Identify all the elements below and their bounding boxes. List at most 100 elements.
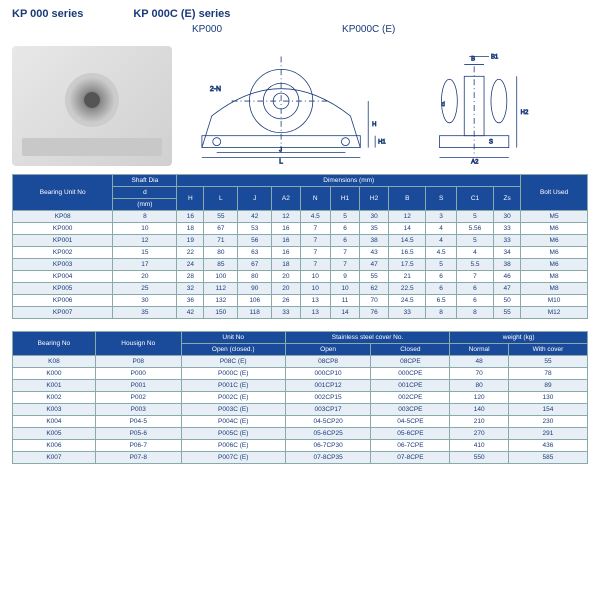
table-row: K006P06-7P006C (E)06-7CP3006-7CPE410436 [13, 440, 588, 452]
cell: 000CP10 [285, 368, 371, 380]
col-mm: (mm) [113, 199, 177, 211]
cell: 07-8CP35 [285, 452, 371, 464]
cell: 34 [494, 247, 521, 259]
cell: 67 [204, 223, 238, 235]
cell: P000C (E) [181, 368, 285, 380]
table-row: KP000101867531676351445.5633M6 [13, 223, 588, 235]
col-H2: H2 [360, 187, 389, 211]
cell: P08 [95, 356, 181, 368]
cell: 6.5 [426, 295, 456, 307]
cell: 35 [360, 223, 389, 235]
cell: 002CP15 [285, 392, 371, 404]
cell: 08CP8 [285, 356, 371, 368]
cell: 71 [204, 235, 238, 247]
subcol: Open (closed.) [181, 344, 285, 356]
table-row: KP0042028100802010955216746M8 [13, 271, 588, 283]
table-row: K08P08P08C (E)08CP808CPE4855 [13, 356, 588, 368]
cell: 47 [494, 283, 521, 295]
cell: 7 [456, 271, 493, 283]
cell: 12 [113, 235, 177, 247]
table-row: KP0031724856718774717.555.538M6 [13, 259, 588, 271]
cell: 85 [204, 259, 238, 271]
cell: 33 [272, 307, 300, 319]
cell: 140 [450, 404, 509, 416]
cell: K007 [13, 452, 96, 464]
cell: 70 [450, 368, 509, 380]
cell: 230 [508, 416, 587, 428]
cell: 5 [456, 211, 493, 223]
cell: 436 [508, 440, 587, 452]
cell: 7 [331, 247, 360, 259]
cell: 5.56 [456, 223, 493, 235]
cell: 7 [300, 247, 330, 259]
cell: 43 [360, 247, 389, 259]
cell: 6 [426, 283, 456, 295]
cell: 106 [238, 295, 272, 307]
svg-text:B1: B1 [491, 54, 499, 60]
cell: 12 [272, 211, 300, 223]
cell: 18 [177, 223, 204, 235]
table-row: KP00630361321062613117024.56.5650M10 [13, 295, 588, 307]
cell: KP000 [13, 223, 113, 235]
subcol: Normal [450, 344, 509, 356]
cell: 17.5 [389, 259, 426, 271]
cell: 25 [113, 283, 177, 295]
cell: 55 [360, 271, 389, 283]
cell: 003CP17 [285, 404, 371, 416]
cell: 10 [113, 223, 177, 235]
cell: 132 [204, 295, 238, 307]
cell: K08 [13, 356, 96, 368]
cell: P002C (E) [181, 392, 285, 404]
cell: 4 [456, 247, 493, 259]
cell: 24 [177, 259, 204, 271]
cell: P07-8 [95, 452, 181, 464]
cell: 4 [426, 235, 456, 247]
cell: 8 [113, 211, 177, 223]
cell: 55 [494, 307, 521, 319]
sub-title-1: KP000 [192, 24, 222, 35]
cell: 55 [508, 356, 587, 368]
cell: 16 [272, 223, 300, 235]
cell: P001 [95, 380, 181, 392]
table-row: KP088165542124.5530123530M5 [13, 211, 588, 223]
cell: 80 [450, 380, 509, 392]
cell: K005 [13, 428, 96, 440]
cell: 80 [238, 271, 272, 283]
table-row: KP0052532112902010106222.56647M8 [13, 283, 588, 295]
cell: K003 [13, 404, 96, 416]
cell: KP004 [13, 271, 113, 283]
cell: 5.5 [456, 259, 493, 271]
cell: 11 [331, 295, 360, 307]
cell: 10 [331, 283, 360, 295]
cell: KP001 [13, 235, 113, 247]
col-bolt: Bolt Used [521, 175, 588, 211]
cell: M12 [521, 307, 588, 319]
cell: 24.5 [389, 295, 426, 307]
cell: P04-5 [95, 416, 181, 428]
col-H: H [177, 187, 204, 211]
cell: 28 [177, 271, 204, 283]
cell: 20 [113, 271, 177, 283]
svg-text:2-N: 2-N [210, 86, 221, 93]
cell: P000 [95, 368, 181, 380]
cell: KP002 [13, 247, 113, 259]
unit-weight-table: Bearing NoHousign NoUnit NoStainless ste… [12, 331, 588, 464]
cell: 12 [389, 211, 426, 223]
cell: 9 [331, 271, 360, 283]
cell: 7 [331, 259, 360, 271]
cell: 38 [360, 235, 389, 247]
cell: 42 [177, 307, 204, 319]
col-B: B [389, 187, 426, 211]
svg-text:A2: A2 [471, 159, 478, 165]
cell: 130 [508, 392, 587, 404]
cell: 4.5 [426, 247, 456, 259]
cell: 20 [272, 271, 300, 283]
col-A2: A2 [272, 187, 300, 211]
cell: 5 [456, 235, 493, 247]
cell: 4 [426, 223, 456, 235]
cell: 6 [456, 295, 493, 307]
cell: 6 [426, 271, 456, 283]
cell: 30 [360, 211, 389, 223]
table-row: KP0011219715616763814.54533M6 [13, 235, 588, 247]
table-row: K005P05-6P005C (E)05-6CP2505-6CPE270291 [13, 428, 588, 440]
